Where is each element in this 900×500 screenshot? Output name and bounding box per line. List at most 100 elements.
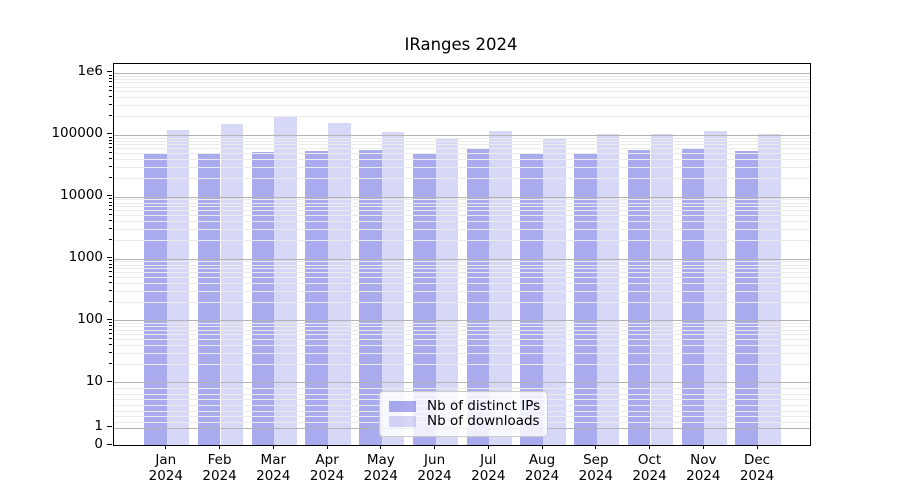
gridline-minor: [114, 206, 810, 208]
gridline-minor: [114, 301, 810, 303]
y-minor-tick-mark: [109, 77, 112, 79]
gridline-minor: [114, 137, 810, 139]
y-minor-tick-mark: [109, 205, 112, 207]
y-minor-tick-mark: [109, 333, 112, 335]
y-minor-tick-mark: [109, 139, 112, 141]
y-minor-tick-mark: [109, 228, 112, 229]
gridline-major: [114, 196, 810, 198]
y-tick-mark: [107, 133, 112, 135]
y-minor-tick-mark: [109, 115, 112, 117]
bar-distinct-ips-dec: [735, 151, 758, 445]
gridline-minor: [114, 140, 810, 142]
y-minor-tick-mark: [109, 96, 112, 98]
x-tick-label: Apr 2024: [295, 452, 359, 484]
x-tick-month: Sep: [583, 452, 609, 468]
bar-distinct-ips-sep: [574, 153, 597, 445]
bar-downloads-nov: [704, 131, 727, 445]
x-tick-month: Feb: [207, 452, 232, 468]
gridline-minor: [114, 75, 810, 77]
x-tick-year: 2024: [417, 468, 452, 484]
x-tick-mark: [595, 445, 597, 449]
y-minor-tick-mark: [109, 85, 112, 87]
gridline-minor: [114, 148, 810, 150]
y-tick-mark: [107, 257, 112, 259]
gridline-minor: [114, 159, 810, 161]
y-tick-mark: [107, 443, 112, 445]
gridline-minor: [114, 326, 810, 328]
gridline-minor: [114, 272, 810, 274]
x-tick-year: 2024: [309, 468, 345, 484]
x-tick-label: Mar 2024: [241, 452, 305, 484]
gridline-major: [114, 258, 810, 260]
bar-downloads-mar: [274, 116, 297, 445]
y-minor-tick-mark: [109, 214, 112, 216]
gridline-minor: [114, 277, 810, 279]
bar-distinct-ips-feb: [197, 153, 221, 445]
legend-entry-distinct-ips: Nb of distinct IPs: [389, 399, 540, 414]
gridline-major: [114, 382, 810, 384]
y-tick-mark: [107, 195, 112, 197]
x-tick-mark: [702, 445, 704, 449]
x-tick-label: Jul 2024: [456, 452, 520, 484]
y-minor-tick-mark: [109, 201, 112, 203]
bar-distinct-ips-aug: [520, 153, 544, 445]
gridline-minor: [114, 178, 810, 179]
bar-distinct-ips-mar: [251, 151, 275, 445]
x-tick-mark: [434, 445, 436, 449]
gridline-minor: [114, 261, 810, 263]
y-tick-label: 0: [94, 435, 103, 452]
y-minor-tick-mark: [109, 276, 112, 278]
x-tick-month: Oct: [637, 452, 662, 468]
gridline-minor: [114, 334, 810, 336]
x-tick-label: Sep 2024: [564, 452, 628, 484]
y-minor-tick-mark: [109, 289, 112, 291]
y-minor-tick-mark: [109, 220, 112, 222]
gridline-minor: [114, 116, 810, 118]
x-tick-month: Aug: [528, 452, 556, 468]
y-tick-label: 1000: [68, 249, 103, 265]
y-tick-label: 10: [85, 372, 103, 389]
y-tick-label: 1e6: [77, 63, 103, 80]
x-tick-label: Jun 2024: [403, 452, 467, 484]
plot-area: Nb of distinct IPs Nb of downloads: [113, 63, 811, 446]
gridline-minor: [114, 215, 810, 217]
x-tick-month: Dec: [743, 452, 771, 468]
chart-title: IRanges 2024: [404, 35, 518, 54]
gridline-minor: [114, 202, 810, 204]
gridline-minor: [114, 144, 810, 146]
x-tick-year: 2024: [686, 468, 721, 484]
y-minor-tick-mark: [109, 351, 112, 353]
x-tick-label: Oct 2024: [618, 452, 682, 484]
gridline-minor: [114, 268, 810, 270]
x-tick-mark: [487, 445, 489, 449]
x-tick-label: Feb 2024: [188, 452, 252, 484]
y-minor-tick-mark: [109, 81, 112, 83]
x-tick-mark: [326, 445, 328, 449]
bar-distinct-ips-may: [359, 150, 382, 445]
x-tick-mark: [649, 445, 651, 449]
gridline-minor: [114, 290, 810, 292]
bar-downloads-feb: [220, 124, 244, 445]
x-tick-month: Mar: [260, 452, 287, 468]
y-minor-tick-mark: [109, 158, 112, 160]
y-minor-tick-mark: [109, 152, 112, 154]
y-minor-tick-mark: [109, 90, 112, 92]
x-tick-year: 2024: [739, 468, 775, 484]
x-tick-mark: [756, 445, 758, 449]
gridline-minor: [114, 82, 810, 84]
gridline-minor: [114, 221, 810, 223]
x-tick-mark: [165, 445, 167, 449]
x-tick-year: 2024: [202, 468, 237, 484]
y-tick-label: 100000: [51, 125, 103, 142]
legend-swatch-downloads: [389, 416, 416, 427]
gridline-minor: [114, 210, 810, 212]
x-tick-month: Jul: [480, 452, 497, 468]
x-tick-month: Apr: [315, 452, 339, 468]
y-tick-mark: [107, 380, 112, 382]
gridline-minor: [114, 330, 810, 331]
x-tick-year: 2024: [632, 468, 667, 484]
gridline-minor: [114, 86, 810, 88]
bar-distinct-ips-jun: [412, 153, 436, 445]
x-tick-month: Nov: [690, 452, 717, 468]
x-tick-label: Jan 2024: [134, 452, 198, 484]
